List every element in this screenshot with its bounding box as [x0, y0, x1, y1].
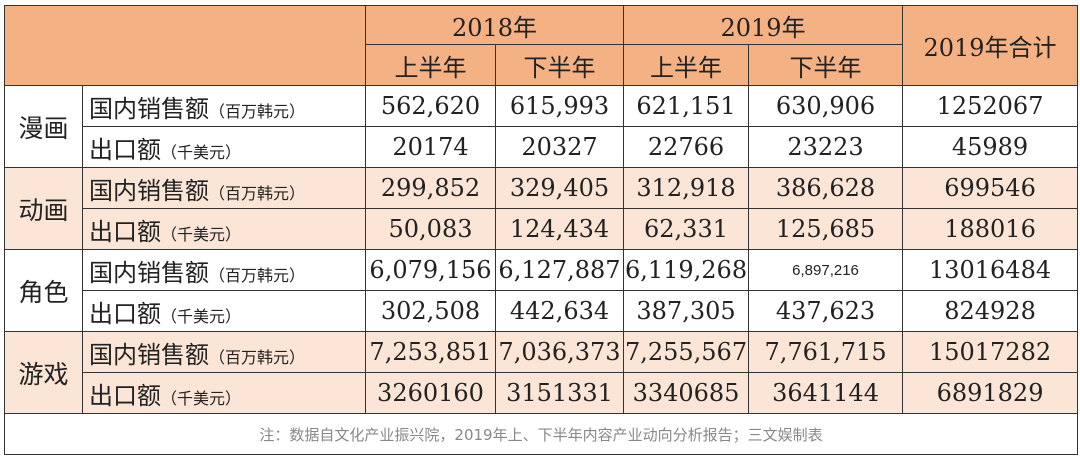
- metric-cell: 国内销售额（百万韩元）: [82, 249, 366, 291]
- metric-unit: （千美元）: [161, 388, 242, 408]
- value-cell: 824928: [902, 290, 1079, 332]
- metric-label: 出口额: [89, 299, 161, 328]
- metric-cell: 国内销售额（百万韩元）: [82, 331, 366, 373]
- value-cell: 188016: [902, 208, 1079, 250]
- value-cell: 3641144: [748, 372, 904, 414]
- metric-cell: 出口额（千美元）: [82, 208, 366, 250]
- table-row: 动画 国内销售额（百万韩元） 299,852 329,405 312,918 386,62…: [4, 167, 1079, 250]
- header-year-2018: 2018年: [364, 5, 625, 45]
- metric-label: 出口额: [89, 217, 161, 246]
- value-cell: 299,852: [365, 167, 496, 209]
- value-cell: 7,255,567: [623, 331, 750, 373]
- table-row: 游戏 国内销售额（百万韩元） 7,253,851 7,036,373 7,255,567…: [4, 331, 1079, 414]
- header-half: 下半年: [748, 44, 904, 86]
- metric-unit: （百万韩元）: [209, 183, 306, 203]
- data-table: 2018年 2019年 2019年合计 上半年 下半年 上半年 下半年 漫画 国内…: [3, 5, 1079, 455]
- metric-unit: （百万韩元）: [209, 265, 306, 285]
- value-cell: 3340685: [623, 372, 750, 414]
- metric-unit: （千美元）: [161, 142, 242, 162]
- value-cell: 20327: [494, 126, 625, 168]
- value-cell: 6,897,216: [748, 249, 904, 291]
- metric-cell: 国内销售额（百万韩元）: [82, 85, 366, 127]
- value-cell: 699546: [902, 167, 1079, 209]
- value-cell: 15017282: [902, 331, 1079, 373]
- value-cell: 6891829: [902, 372, 1079, 414]
- value-cell: 1252067: [902, 85, 1079, 127]
- metric-label: 国内销售额: [89, 258, 209, 287]
- category-cell: 漫画: [4, 85, 83, 168]
- value-cell: 3151331: [494, 372, 625, 414]
- value-cell: 23223: [748, 126, 904, 168]
- value-cell: 20174: [365, 126, 496, 168]
- value-cell: 387,305: [623, 290, 750, 332]
- value-cell: 3260160: [365, 372, 496, 414]
- value-cell: 62,331: [623, 208, 750, 250]
- metric-label: 出口额: [89, 135, 161, 164]
- metric-label: 国内销售额: [89, 340, 209, 369]
- value-cell: 50,083: [365, 208, 496, 250]
- value-cell: 442,634: [494, 290, 625, 332]
- metric-label: 国内销售额: [89, 176, 209, 205]
- value-cell: 7,036,373: [494, 331, 625, 373]
- metric-cell: 出口额（千美元）: [82, 290, 366, 332]
- value-cell: 615,993: [494, 85, 625, 127]
- table-row: 漫画 国内销售额（百万韩元） 562,620 615,993 621,151 630,90…: [4, 85, 1079, 168]
- value-cell: 124,434: [494, 208, 625, 250]
- header-half: 下半年: [494, 44, 625, 86]
- value-cell: 22766: [623, 126, 750, 168]
- table-row: 出口额（千美元） 20174 20327 22766 23223 45989: [5, 126, 1079, 168]
- value-cell: 125,685: [748, 208, 904, 250]
- value-cell: 6,079,156: [365, 249, 496, 291]
- metric-unit: （千美元）: [161, 224, 242, 244]
- metric-cell: 国内销售额（百万韩元）: [82, 167, 366, 209]
- category-cell: 动画: [4, 167, 83, 250]
- value-cell: 621,151: [623, 85, 750, 127]
- header-half: 上半年: [365, 44, 496, 86]
- category-cell: 游戏: [4, 331, 83, 414]
- value-cell: 7,253,851: [365, 331, 496, 373]
- table-row: 角色 国内销售额（百万韩元） 6,079,156 6,127,887 6,119,268…: [4, 249, 1079, 332]
- header-year-2019: 2019年: [623, 5, 904, 45]
- metric-unit: （百万韩元）: [209, 101, 306, 121]
- value-cell: 312,918: [623, 167, 750, 209]
- value-cell: 329,405: [494, 167, 625, 209]
- table-row: 出口额（千美元） 302,508 442,634 387,305 437,623 8249…: [5, 290, 1079, 332]
- value-cell: 386,628: [748, 167, 904, 209]
- value-cell: 45989: [902, 126, 1079, 168]
- metric-cell: 出口额（千美元）: [82, 372, 366, 414]
- header-total: 2019年合计: [902, 5, 1079, 86]
- value-cell: 302,508: [365, 290, 496, 332]
- category-cell: 角色: [4, 249, 83, 332]
- metric-cell: 出口额（千美元）: [82, 126, 366, 168]
- header-corner: [4, 5, 366, 86]
- value-cell: 7,761,715: [748, 331, 904, 373]
- table-row: 出口额（千美元） 3260160 3151331 3340685 3641144 6891…: [5, 372, 1079, 414]
- table-row: 出口额（千美元） 50,083 124,434 62,331 125,685 188016: [5, 208, 1079, 250]
- value-cell: 6,119,268: [623, 249, 750, 291]
- value-cell: 13016484: [902, 249, 1079, 291]
- metric-unit: （千美元）: [161, 306, 242, 326]
- metric-unit: （百万韩元）: [209, 347, 306, 367]
- footnote: 注：数据自文化产业振兴院，2019年上、下半年内容产业动向分析报告；三文娱制表: [3, 413, 1079, 455]
- value-cell: 6,127,887: [494, 249, 625, 291]
- value-cell: 630,906: [748, 85, 904, 127]
- header-half: 上半年: [623, 44, 750, 86]
- value-cell: 562,620: [365, 85, 496, 127]
- metric-label: 出口额: [89, 381, 161, 410]
- value-cell: 437,623: [748, 290, 904, 332]
- metric-label: 国内销售额: [89, 94, 209, 123]
